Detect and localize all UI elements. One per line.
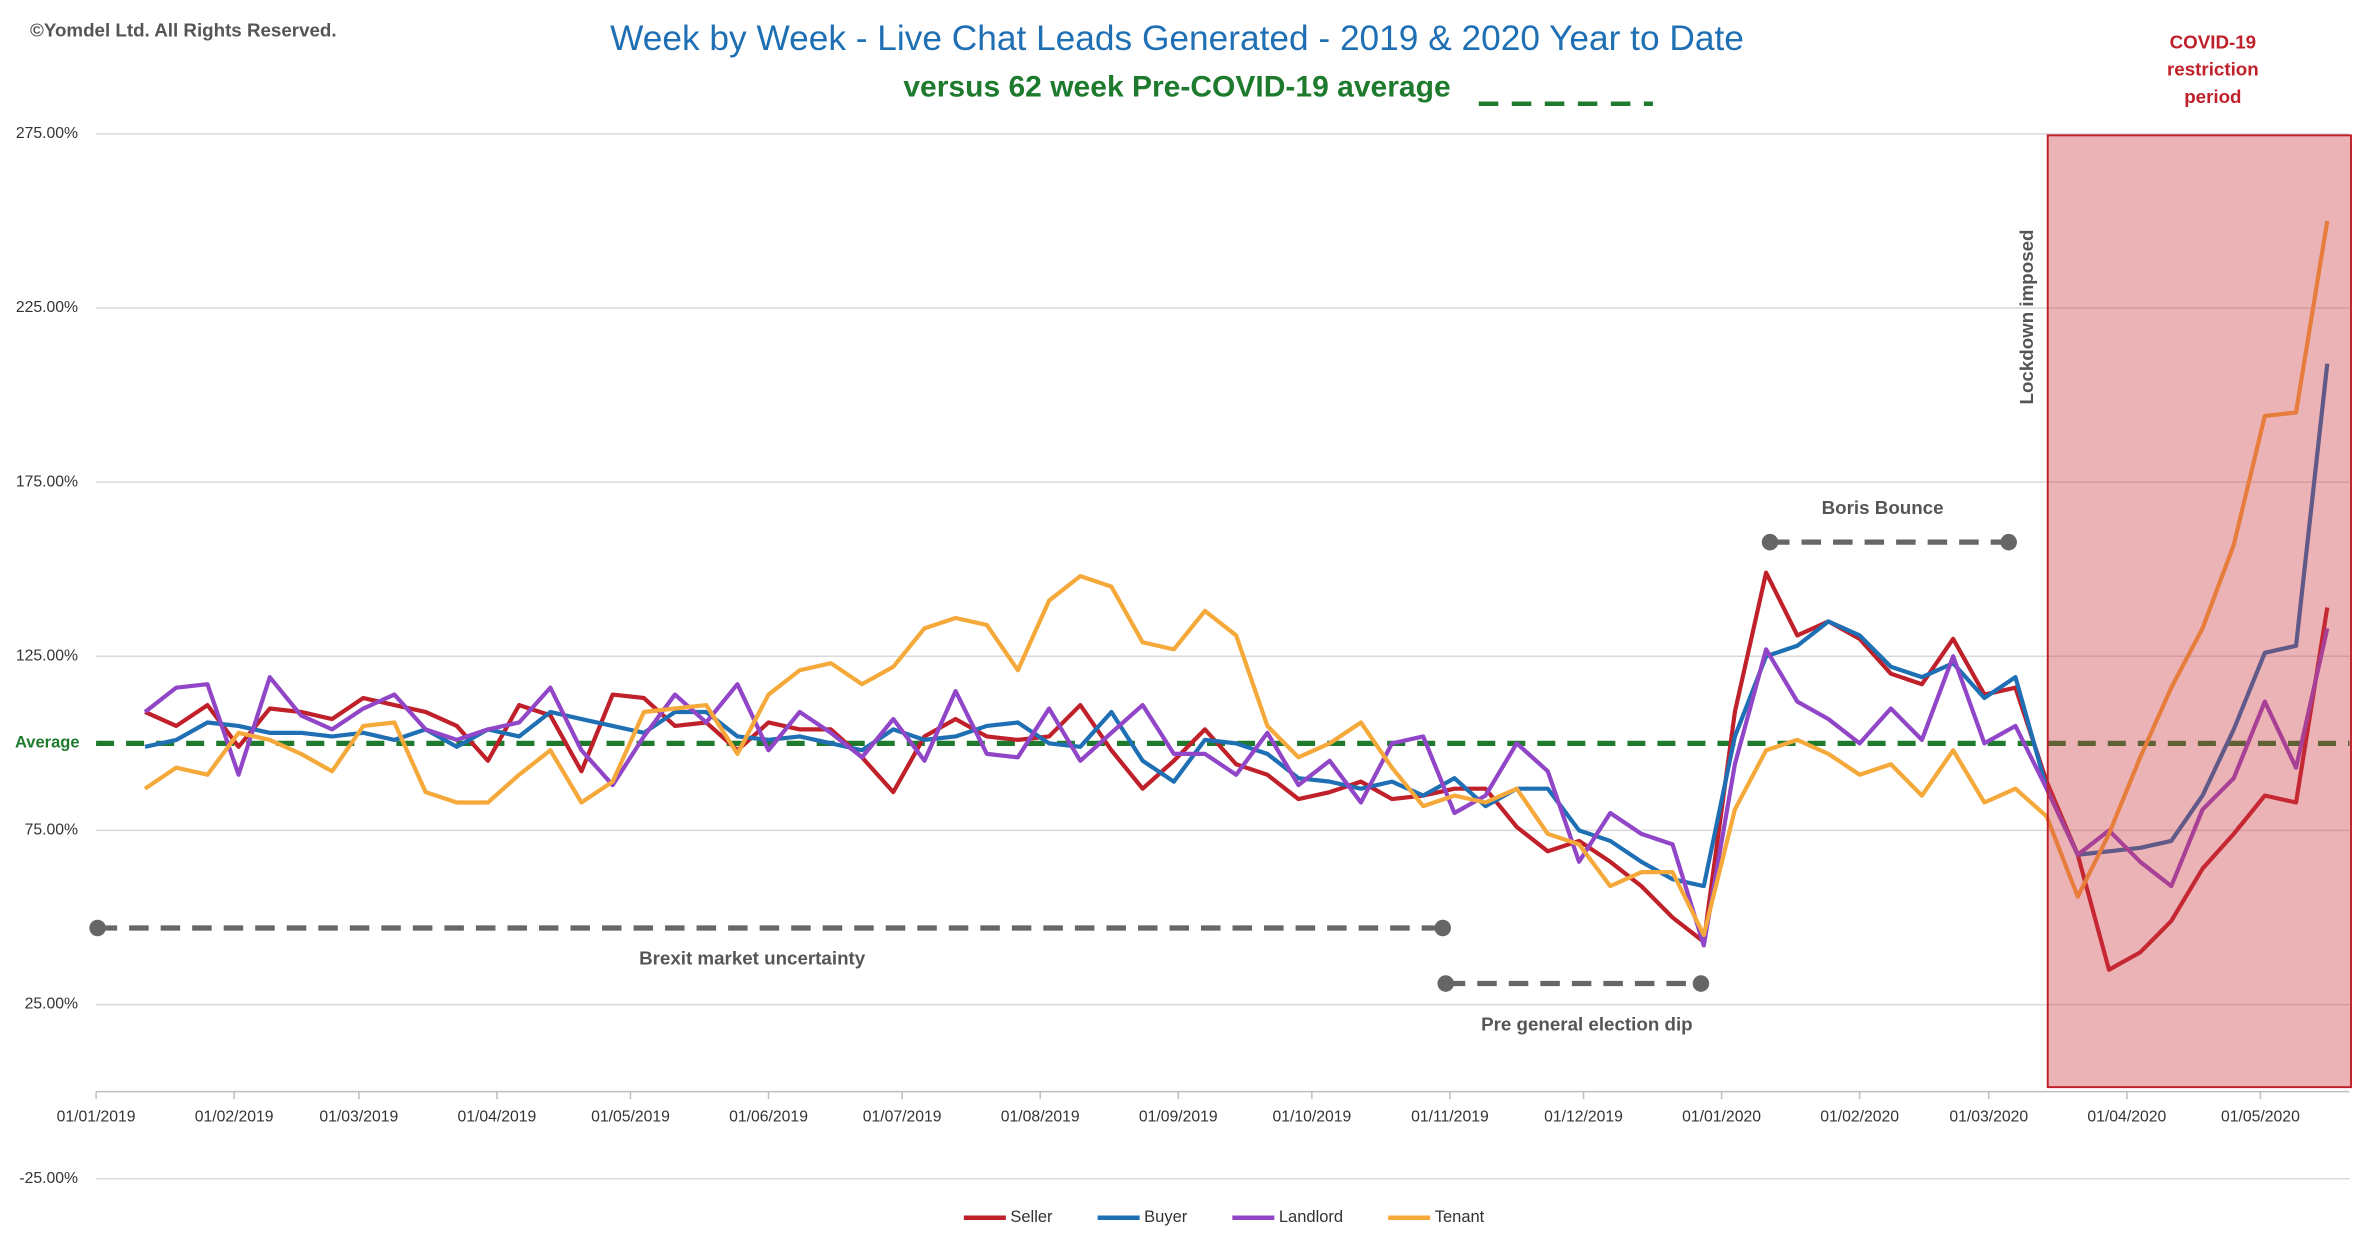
y-tick-label: 25.00% (25, 996, 78, 1013)
brexit-annotation: Brexit market uncertainty (89, 919, 1451, 968)
annotation-dot (1434, 919, 1451, 937)
x-tick-label: 01/12/2019 (1544, 1108, 1623, 1125)
legend-label: Seller (1010, 1208, 1053, 1226)
x-tick-label: 01/11/2019 (1411, 1108, 1489, 1125)
x-tick-label: 01/10/2019 (1272, 1108, 1351, 1125)
y-tick-label: -25.00% (19, 1170, 78, 1187)
x-tick-label: 01/03/2019 (319, 1108, 398, 1125)
x-tick-label: 01/09/2019 (1139, 1108, 1218, 1125)
covid-label: COVID-19 restriction period (2167, 32, 2259, 107)
x-tick-label: 01/04/2019 (457, 1108, 536, 1125)
series-line (143, 627, 2330, 948)
y-tick-label: 225.00% (16, 299, 78, 316)
x-tick-label: 01/08/2019 (1001, 1108, 1080, 1125)
annotation-dot (1437, 975, 1454, 992)
annotation-label: Pre general election dip (1481, 1014, 1693, 1035)
y-tick-label: 125.00% (16, 647, 78, 664)
series-line (144, 363, 2330, 889)
legend-label: Buyer (1144, 1208, 1188, 1226)
chart-subtitle: versus 62 week Pre-COVID-19 average (903, 71, 1450, 104)
series-line (143, 220, 2330, 938)
annotation-dot (2000, 533, 2017, 551)
x-tick-label: 01/01/2019 (57, 1108, 136, 1125)
copyright: ©Yomdel Ltd. All Rights Reserved. (30, 20, 337, 41)
covid-label-line: restriction (2167, 59, 2259, 80)
annotation-label: Boris Bounce (1822, 497, 1944, 518)
legend-label: Landlord (1279, 1208, 1343, 1226)
lines (96, 220, 2350, 972)
lockdown-label: Lockdown imposed (2016, 229, 2037, 404)
legend: Seller Buyer Landlord Tenant (963, 1208, 1485, 1226)
annotation-dot (1692, 975, 1710, 992)
grid: -25.00% 25.00% 75.00% 125.00% 175.00% 225.00%… (15, 125, 2350, 1187)
election-annotation: Pre general election dip (1437, 975, 1710, 1035)
x-tick-label: 01/06/2019 (729, 1108, 808, 1125)
legend-label: Tenant (1435, 1208, 1485, 1226)
boris-annotation: Boris Bounce (1761, 497, 2017, 551)
x-tick-label: 01/02/2020 (1820, 1108, 1899, 1125)
covid-shading (2046, 134, 2352, 1089)
x-tick-label: 01/07/2019 (863, 1108, 942, 1125)
average-label: Average (15, 734, 80, 752)
x-tick-label: 01/02/2019 (195, 1108, 274, 1125)
y-tick-label: 275.00% (16, 125, 78, 142)
chart-title: Week by Week - Live Chat Leads Generated… (610, 19, 1744, 58)
x-tick-label: 01/04/2020 (2087, 1108, 2166, 1125)
x-tick-label: 01/01/2020 (1682, 1108, 1761, 1125)
covid-label-line: period (2184, 86, 2241, 107)
y-tick-label: 75.00% (25, 822, 78, 839)
covid-label-line: COVID-19 (2170, 32, 2256, 53)
annotation-dot (1761, 533, 1779, 551)
x-tick-label: 01/03/2020 (1949, 1108, 2028, 1125)
x-tick-label: 01/05/2020 (2221, 1108, 2300, 1125)
annotation-label: Brexit market uncertainty (639, 947, 866, 968)
annotation-dot (89, 919, 106, 937)
y-tick-label: 175.00% (16, 473, 78, 490)
x-tick-label: 01/05/2019 (591, 1108, 670, 1125)
